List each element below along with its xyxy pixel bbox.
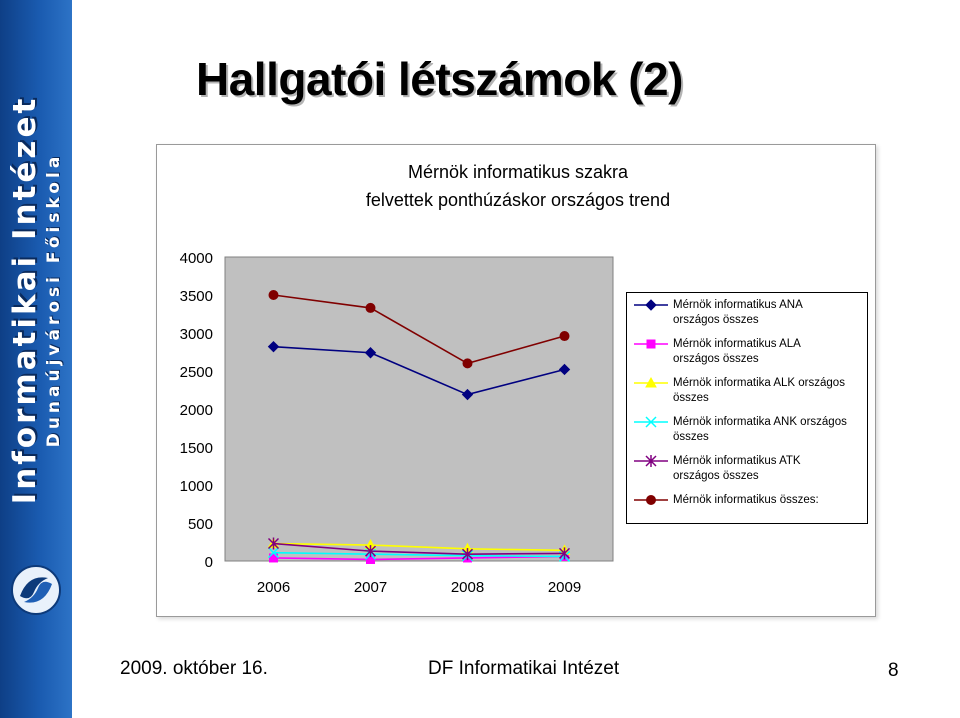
y-tick-label: 2000 [180, 402, 213, 419]
footer-organization: DF Informatikai Intézet [428, 658, 620, 679]
data-point [268, 290, 279, 300]
series-line [273, 555, 565, 561]
plot-area [224, 256, 614, 562]
series-6 [268, 290, 570, 369]
x-tick-label: 2006 [257, 579, 290, 596]
legend-label-line: Mérnök informatika ANK országos [673, 416, 847, 428]
data-point [461, 548, 474, 561]
legend-label-line: Mérnök informatikus ATK [673, 455, 801, 467]
legend-swatch-icon [634, 339, 668, 349]
college-logo-icon [11, 565, 61, 615]
footer-date: 2009. október 16. [120, 658, 268, 679]
series-line [273, 542, 565, 555]
legend-swatch-icon [634, 299, 668, 311]
data-point [461, 388, 474, 401]
series-line [273, 551, 565, 558]
data-point [559, 331, 570, 342]
y-tick-label: 1500 [180, 440, 213, 457]
data-point [365, 302, 376, 313]
series-line [273, 542, 565, 552]
legend-label: Mérnök informatikus ANA országos összes [673, 298, 863, 328]
legend-label-line: Mérnök informatika ALK országos [673, 377, 845, 389]
data-point [269, 553, 278, 563]
legend-label: Mérnök informatika ALK országos összes [673, 376, 863, 406]
x-tick-label: 2009 [548, 579, 581, 596]
legend-label-line: országos összes [673, 314, 759, 326]
legend-label-line: Mérnök informatikus összes: [673, 494, 819, 506]
legend-label-line: összes [673, 392, 709, 404]
data-point [364, 347, 377, 359]
chart-title-line-1: Mérnök informatikus szakra [408, 162, 629, 182]
legend-label-line: Mérnök informatikus ALA [673, 338, 801, 350]
data-point [267, 547, 280, 559]
data-point [267, 340, 280, 353]
slide-title: Hallgatói létszámok (2) [196, 53, 683, 105]
legend-swatch-icon [634, 376, 668, 388]
legend-marker [645, 416, 657, 428]
legend-marker [645, 299, 657, 311]
data-point [462, 358, 473, 369]
legend-label: Mérnök informatika ANK országos összes [673, 415, 863, 445]
data-point [558, 547, 571, 560]
series-layer [267, 290, 571, 564]
data-point [267, 537, 280, 550]
page-number: 8 [888, 660, 899, 681]
x-tick-label: 2008 [451, 579, 484, 596]
chart-legend: Mérnök informatikus ANA országos összes Mé… [626, 292, 868, 524]
legend-label-line: országos összes [673, 353, 759, 365]
y-tick-label: 3500 [180, 288, 213, 305]
data-point [558, 363, 571, 376]
legend-label-line: összes [673, 431, 709, 443]
y-tick-label: 500 [188, 516, 213, 533]
chart-title-line-2: felvettek ponthúzáskor országos trend [366, 190, 670, 210]
y-tick-label: 4000 [180, 250, 213, 267]
legend-label-line: országos összes [673, 470, 759, 482]
legend-marker [646, 495, 656, 505]
series-5 [267, 537, 571, 561]
y-axis: 0 500 1000 1500 2000 2500 3000 3500 4000 [180, 250, 213, 571]
y-tick-label: 1000 [180, 478, 213, 495]
y-tick-label: 3000 [180, 326, 213, 343]
legend-label: Mérnök informatikus összes: [673, 493, 863, 508]
legend-marker [645, 376, 657, 388]
legend-marker [646, 339, 656, 349]
legend-swatch-icon [634, 495, 668, 505]
series-line [273, 345, 565, 396]
y-tick-label: 2500 [180, 364, 213, 381]
x-axis: 2006 2007 2008 2009 [257, 579, 581, 596]
x-tick-label: 2007 [354, 579, 387, 596]
sidebar-banner: Informatikai Intézet Dunaújvárosi Főisko… [0, 0, 72, 718]
legend-label-line: Mérnök informatikus ANA [673, 299, 803, 311]
series-line [273, 294, 565, 365]
legend-marker [645, 455, 657, 467]
legend-swatch-icon [634, 455, 668, 467]
data-point [364, 545, 377, 558]
legend-label: Mérnök informatikus ATK országos összes [673, 454, 863, 484]
series-1 [267, 340, 571, 401]
y-tick-label: 0 [205, 554, 213, 571]
legend-label: Mérnök informatikus ALA országos összes [673, 337, 863, 367]
legend-swatch-icon [634, 416, 668, 428]
